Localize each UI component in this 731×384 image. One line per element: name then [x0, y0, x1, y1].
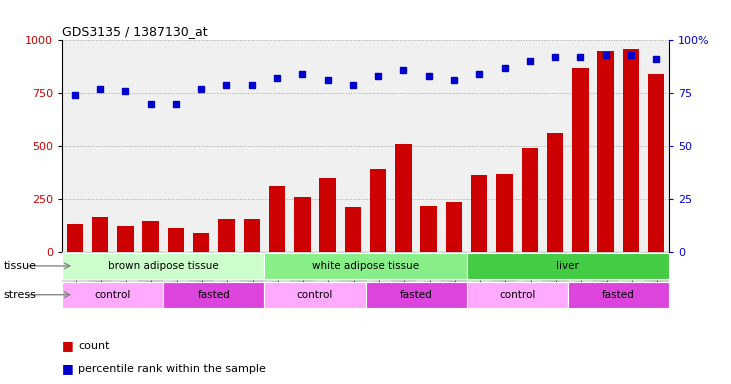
Bar [92, 217, 108, 252]
Bar [466, 253, 669, 279]
Bar [446, 202, 462, 252]
Bar [391, 252, 416, 303]
Text: fasted: fasted [197, 290, 230, 300]
Bar [117, 226, 134, 252]
Bar [138, 252, 163, 303]
Text: GSM184434: GSM184434 [576, 254, 585, 300]
Text: GDS3135 / 1387130_at: GDS3135 / 1387130_at [62, 25, 208, 38]
Bar [593, 252, 618, 303]
Bar [442, 252, 466, 303]
Bar [163, 252, 189, 303]
Bar [496, 174, 512, 252]
Bar [572, 68, 588, 252]
Text: GSM184437: GSM184437 [652, 254, 661, 300]
Text: GSM184427: GSM184427 [399, 254, 408, 300]
Bar [568, 282, 669, 308]
Bar [344, 207, 361, 252]
Text: GSM184432: GSM184432 [526, 254, 534, 300]
Text: GSM184428: GSM184428 [424, 254, 433, 300]
Bar [265, 253, 466, 279]
Text: stress: stress [4, 290, 37, 300]
Bar [265, 252, 289, 303]
Bar [370, 169, 387, 252]
Text: fasted: fasted [400, 290, 433, 300]
Bar [542, 252, 568, 303]
Bar [416, 252, 442, 303]
Bar [113, 252, 138, 303]
Text: control: control [499, 290, 535, 300]
Bar [466, 252, 492, 303]
Text: white adipose tissue: white adipose tissue [312, 261, 419, 271]
Text: control: control [297, 290, 333, 300]
Bar [471, 175, 488, 252]
Text: GSM184425: GSM184425 [349, 254, 357, 300]
Bar [167, 228, 184, 252]
Bar [243, 219, 260, 252]
Text: GSM184424: GSM184424 [323, 254, 332, 300]
Bar [648, 74, 664, 252]
Bar [623, 49, 639, 252]
Bar [518, 252, 542, 303]
Bar [522, 148, 538, 252]
Bar [62, 282, 163, 308]
Text: GSM184422: GSM184422 [273, 254, 281, 300]
Text: GSM184435: GSM184435 [601, 254, 610, 300]
Bar [193, 233, 209, 252]
Bar [643, 252, 669, 303]
Bar [265, 282, 366, 308]
Bar [319, 177, 336, 252]
Text: ■: ■ [62, 339, 78, 352]
Text: GSM184416: GSM184416 [121, 254, 130, 300]
Text: brown adipose tissue: brown adipose tissue [108, 261, 219, 271]
Text: GSM184415: GSM184415 [96, 254, 105, 300]
Text: percentile rank within the sample: percentile rank within the sample [78, 364, 266, 374]
Bar [395, 144, 412, 252]
Text: GSM184419: GSM184419 [197, 254, 205, 300]
Text: GSM184423: GSM184423 [298, 254, 307, 300]
Bar [618, 252, 643, 303]
Bar [163, 282, 265, 308]
Text: liver: liver [556, 261, 579, 271]
Bar [189, 252, 213, 303]
Text: count: count [78, 341, 110, 351]
Text: fasted: fasted [602, 290, 635, 300]
Bar [269, 186, 285, 252]
Text: GSM184429: GSM184429 [450, 254, 458, 300]
Text: GSM184433: GSM184433 [550, 254, 560, 300]
Text: GSM184414: GSM184414 [70, 254, 79, 300]
Bar [289, 252, 315, 303]
Text: GSM184421: GSM184421 [247, 254, 257, 300]
Bar [219, 219, 235, 252]
Bar [143, 221, 159, 252]
Text: GSM184420: GSM184420 [222, 254, 231, 300]
Bar [315, 252, 340, 303]
Bar [88, 252, 113, 303]
Bar [213, 252, 239, 303]
Bar [366, 252, 391, 303]
Text: tissue: tissue [4, 261, 37, 271]
Bar [547, 133, 564, 252]
Text: GSM184426: GSM184426 [374, 254, 382, 300]
Bar [568, 252, 593, 303]
Text: GSM184430: GSM184430 [474, 254, 484, 300]
Bar [466, 282, 568, 308]
Bar [366, 282, 466, 308]
Bar [239, 252, 265, 303]
Text: GSM184431: GSM184431 [500, 254, 509, 300]
Bar [597, 51, 614, 252]
Bar [420, 206, 437, 252]
Bar [62, 252, 88, 303]
Bar [340, 252, 366, 303]
Bar [492, 252, 518, 303]
Text: GSM184417: GSM184417 [146, 254, 155, 300]
Text: GSM184418: GSM184418 [171, 254, 181, 300]
Text: GSM184436: GSM184436 [626, 254, 635, 300]
Bar [294, 197, 311, 252]
Bar [67, 224, 83, 252]
Text: ■: ■ [62, 362, 78, 375]
Bar [62, 253, 265, 279]
Text: control: control [94, 290, 131, 300]
